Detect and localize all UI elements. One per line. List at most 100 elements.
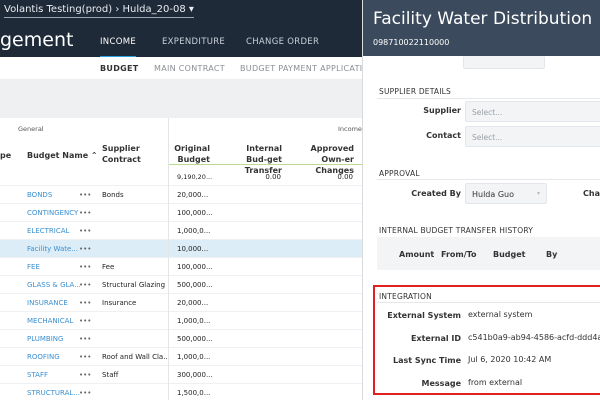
budget-name-link[interactable]: INSURANCE [27,299,68,307]
totals-row: 9,190,20... 0.00 0.00 [0,168,362,186]
section-supplier-details: SUPPLIER DETAILS [379,87,452,96]
top-bar [0,0,362,57]
table-row[interactable]: ELECTRICAL ••• 1,000,0... [0,222,362,240]
table-row[interactable]: FEE ••• Fee 100,000... [0,258,362,276]
total-approved-changes: 0.00 [337,173,353,181]
contact-select[interactable]: Select... [465,126,600,147]
supplier-contract: Bonds [102,191,124,199]
table-row[interactable]: Facility Wate... ••• 10,000... [0,240,362,258]
external-system-label: External System [387,311,461,320]
project-breadcrumb[interactable]: Volantis Testing(prod) › Hulda_20-08 ▾ [4,4,194,18]
budget-name-link[interactable]: FEE [27,263,40,271]
column-amount: Amount [399,250,435,259]
partial-field[interactable] [463,56,545,69]
supplier-contract: Staff [102,371,119,379]
table-row[interactable]: STRUCTURAL... ••• 1,500,0... [0,384,362,400]
table-row[interactable]: MECHANICAL ••• 1,000,0... [0,312,362,330]
more-options-icon[interactable]: ••• [79,317,92,325]
original-budget: 100,000... [177,263,213,271]
tab-income[interactable]: INCOME [100,37,136,58]
more-options-icon[interactable]: ••• [79,353,92,361]
section-transfer-history: INTERNAL BUDGET TRANSFER HISTORY [379,226,534,235]
budget-name-link[interactable]: BONDS [27,191,53,199]
panel-header [363,0,600,56]
table-row[interactable]: CONTINGENCY ••• 100,000... [0,204,362,222]
supplier-contract: Insurance [102,299,137,307]
external-system-value: external system [468,310,533,319]
last-sync-time-value: Jul 6, 2020 10:42 AM [468,355,552,364]
more-options-icon[interactable]: ••• [79,227,92,235]
column-header-approved-owner-changes[interactable]: Approved Own-er Changes [310,144,354,175]
budget-name-link[interactable]: STRUCTURAL... [27,389,80,397]
more-options-icon[interactable]: ••• [79,389,92,397]
budget-name-link[interactable]: PLUMBING [27,335,64,343]
original-budget: 20,000... [177,191,209,199]
more-options-icon[interactable]: ••• [79,245,92,253]
budget-page: Volantis Testing(prod) › Hulda_20-08 ▾ g… [0,0,362,400]
panel-title: Facility Water Distribution [373,9,593,29]
created-by-value: Hulda Guo [472,190,514,199]
changed-by-label: Cha [583,189,600,198]
table-row[interactable]: GLASS & GLA... ••• Structural Glazing 50… [0,276,362,294]
table-row[interactable]: BONDS ••• Bonds 20,000... [0,186,362,204]
column-header-internal-budget-transfer[interactable]: Internal Bud-get Transfer [244,144,282,175]
transfer-history-header [377,237,600,270]
tab-expenditure[interactable]: EXPENDITURE [162,37,226,47]
group-header-income: Income [338,125,362,133]
budget-name-link[interactable]: GLASS & GLA... [27,281,81,289]
budget-detail-panel: Facility Water Distribution 098710022110… [362,0,600,400]
message-label: Message [421,379,461,388]
original-budget: 1,000,0... [177,227,211,235]
table-row[interactable]: STAFF ••• Staff 300,000... [0,366,362,384]
column-header-budget-name[interactable]: Budget Name ⌃ [27,151,98,160]
budget-name-link[interactable]: STAFF [27,371,49,379]
original-budget: 1,500,0... [177,389,211,397]
more-options-icon[interactable]: ••• [79,371,92,379]
column-header-type[interactable]: pe [0,151,12,160]
subtab-budget-payment-application[interactable]: BUDGET PAYMENT APPLICATION [240,64,362,73]
external-id-label: External ID [410,334,461,343]
integration-highlight [373,285,600,395]
supplier-contract: Structural Glazing [102,281,166,289]
more-options-icon[interactable]: ••• [79,335,92,343]
section-approval: APPROVAL [379,169,420,178]
more-options-icon[interactable]: ••• [79,263,92,271]
table-row[interactable]: PLUMBING ••• 500,000... [0,330,362,348]
sub-tab-bar [0,57,362,80]
created-by-label: Created By [411,189,461,198]
last-sync-time-label: Last Sync Time [392,356,461,365]
original-budget: 1,000,0... [177,317,211,325]
section-integration: INTEGRATION [379,292,432,301]
more-options-icon[interactable]: ••• [79,281,92,289]
column-by: By [546,250,558,259]
external-id-value: c541b0a9-ab94-4586-acfd-ddd4a962 [468,333,600,342]
subtab-budget[interactable]: BUDGET [100,64,139,73]
column-header-original-budget[interactable]: Original Budget [174,144,210,164]
supplier-select[interactable]: Select... [465,101,600,122]
original-budget: 500,000... [177,281,213,289]
original-budget: 100,000... [177,209,213,217]
original-budget: 500,000... [177,335,213,343]
column-from-to: From/To [441,250,477,259]
message-value: from external [468,378,523,387]
group-header-general: General [18,125,44,133]
budget-name-link[interactable]: Facility Wate... [27,245,78,253]
budget-name-link[interactable]: ROOFING [27,353,60,361]
contact-label: Contact [426,131,461,140]
more-options-icon[interactable]: ••• [79,209,92,217]
page-title: gement [0,29,74,51]
supplier-contract: Roof and Wall Cla... [102,353,170,361]
budget-name-link[interactable]: CONTINGENCY [27,209,79,217]
more-options-icon[interactable]: ••• [79,191,92,199]
table-row[interactable]: ROOFING ••• Roof and Wall Cla... 1,000,0… [0,348,362,366]
original-budget: 1,000,0... [177,353,211,361]
created-by-select[interactable]: Hulda Guo ▾ [465,183,547,204]
table-row[interactable]: INSURANCE ••• Insurance 20,000... [0,294,362,312]
budget-name-link[interactable]: MECHANICAL [27,317,74,325]
supplier-label: Supplier [423,106,461,115]
subtab-main-contract[interactable]: MAIN CONTRACT [154,64,225,73]
column-header-supplier-contract[interactable]: Supplier Contract [102,144,141,164]
more-options-icon[interactable]: ••• [79,299,92,307]
budget-name-link[interactable]: ELECTRICAL [27,227,70,235]
tab-change-order[interactable]: CHANGE ORDER [246,37,320,47]
